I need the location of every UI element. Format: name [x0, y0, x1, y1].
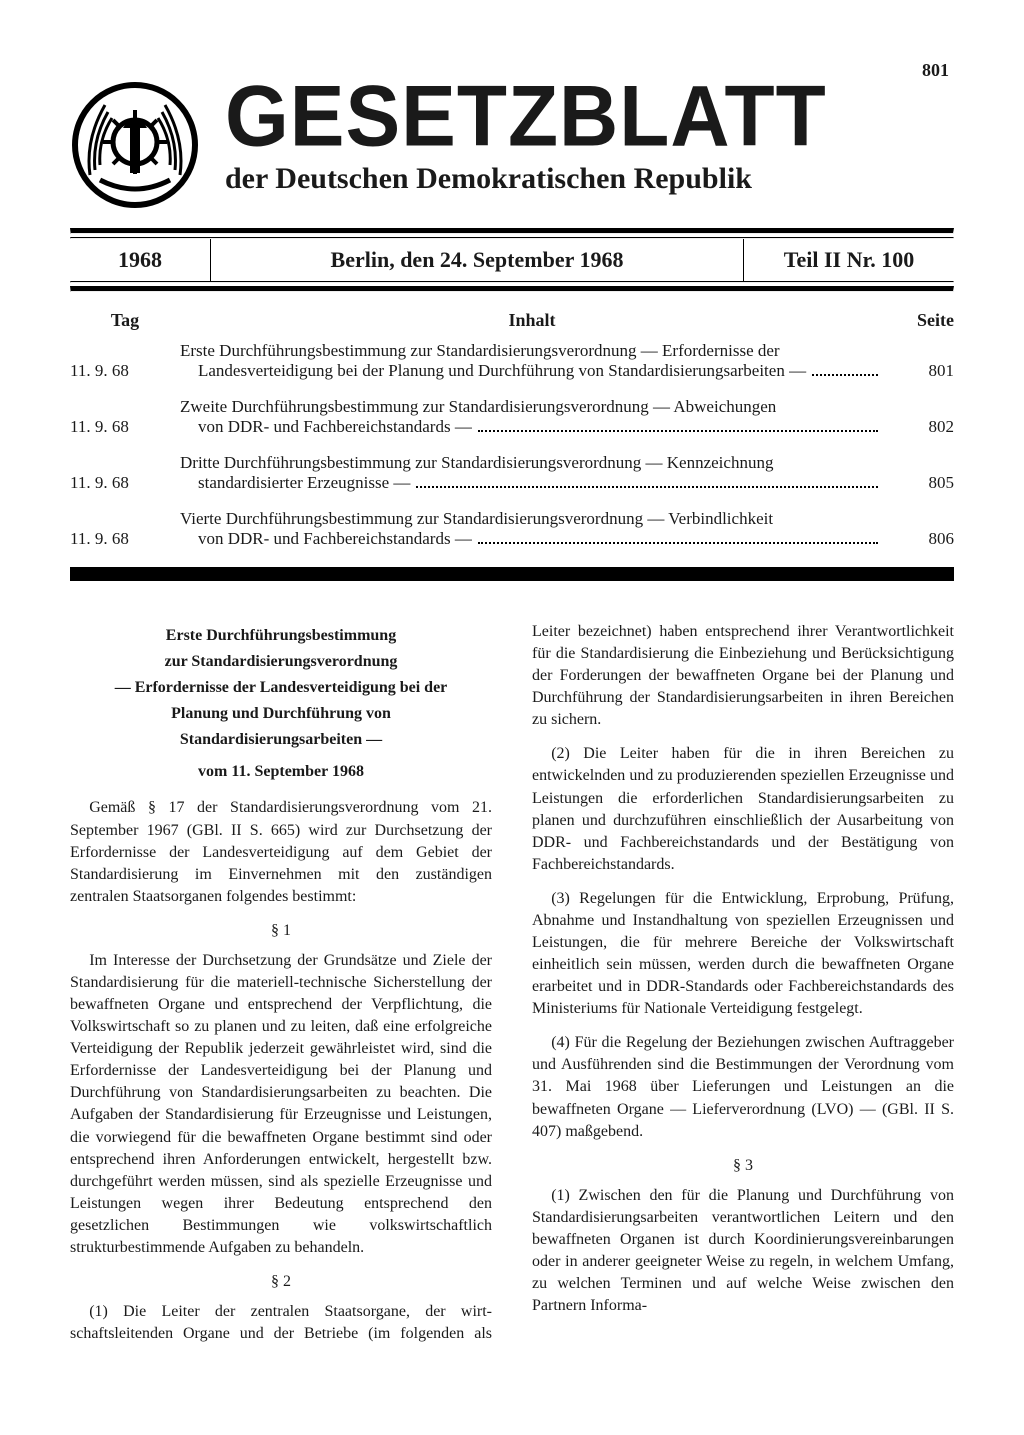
- toc-text: Vierte Durchführungsbestimmung zur Stand…: [180, 509, 884, 549]
- thick-rule: [70, 567, 954, 581]
- rule: [70, 286, 954, 292]
- body-title: Planung und Durchführung von: [70, 703, 492, 725]
- toc-day: 11. 9. 68: [70, 359, 180, 381]
- toc-row: 11. 9. 68 Erste Durchführungsbestimmung …: [70, 341, 954, 381]
- toc: Tag Inhalt Seite 11. 9. 68 Erste Durchfü…: [70, 310, 954, 549]
- toc-day: 11. 9. 68: [70, 471, 180, 493]
- toc-head: Tag Inhalt Seite: [70, 310, 954, 331]
- body-title: zur Standardisierungsverordnung: [70, 651, 492, 673]
- toc-row: 11. 9. 68 Zweite Durchführungsbestimmung…: [70, 397, 954, 437]
- toc-head-page: Seite: [884, 310, 954, 331]
- toc-head-text: Inhalt: [180, 310, 884, 331]
- paragraph: (4) Für die Regelung der Beziehungen zwi…: [532, 1032, 954, 1142]
- masthead-text: GESETZBLATT der Deutschen Demokratischen…: [225, 80, 954, 196]
- section-mark: § 2: [70, 1271, 492, 1293]
- masthead-subtitle: der Deutschen Demokratischen Republik: [225, 162, 954, 196]
- toc-day: 11. 9. 68: [70, 527, 180, 549]
- dot-leader: [416, 486, 878, 488]
- masthead: GESETZBLATT der Deutschen Demokratischen…: [70, 80, 954, 210]
- toc-row: 11. 9. 68 Dritte Durchführungsbestimmung…: [70, 453, 954, 493]
- toc-text: Erste Durchführungsbestimmung zur Standa…: [180, 341, 884, 381]
- paragraph: Im Interesse der Durchsetzung der Grunds…: [70, 950, 492, 1259]
- dot-leader: [478, 542, 878, 544]
- section-mark: § 1: [70, 920, 492, 942]
- dot-leader: [478, 430, 878, 432]
- section-mark: § 3: [532, 1155, 954, 1177]
- body-date: vom 11. September 1968: [70, 761, 492, 783]
- paragraph: (2) Die Leiter haben für die in ihren Be…: [532, 743, 954, 875]
- state-emblem-icon: [70, 80, 200, 210]
- toc-page: 805: [884, 473, 954, 493]
- body-title: Erste Durchführungsbestimmung: [70, 625, 492, 647]
- toc-page: 802: [884, 417, 954, 437]
- paragraph: (3) Regelungen für die Entwicklung, Erpr…: [532, 888, 954, 1020]
- toc-page: 801: [884, 361, 954, 381]
- toc-text: Dritte Durchführungsbestimmung zur Stand…: [180, 453, 884, 493]
- body-title: — Erfordernisse der Landesverteidigung b…: [70, 677, 492, 699]
- header-place: Berlin, den 24. September 1968: [211, 239, 744, 281]
- toc-day: 11. 9. 68: [70, 415, 180, 437]
- header-issue: Teil II Nr. 100: [744, 239, 954, 281]
- dot-leader: [812, 374, 878, 376]
- header-year: 1968: [70, 239, 211, 281]
- toc-row: 11. 9. 68 Vierte Durchführungsbestimmung…: [70, 509, 954, 549]
- body-title: Standardisierungsarbeiten —: [70, 729, 492, 751]
- paragraph: Gemäß § 17 der Standardisierungsverordnu…: [70, 797, 492, 907]
- paragraph: (1) Zwischen den für die Planung und Dur…: [532, 1185, 954, 1317]
- page: 801 GESETZBLATT d: [0, 0, 1024, 1435]
- toc-page: 806: [884, 529, 954, 549]
- body-columns: Erste Durchführungsbestimmung zur Standa…: [70, 621, 954, 1345]
- toc-head-day: Tag: [70, 310, 180, 331]
- toc-text: Zweite Durchführungsbestimmung zur Stand…: [180, 397, 884, 437]
- header-bar: 1968 Berlin, den 24. September 1968 Teil…: [70, 239, 954, 281]
- masthead-title: GESETZBLATT: [225, 78, 954, 155]
